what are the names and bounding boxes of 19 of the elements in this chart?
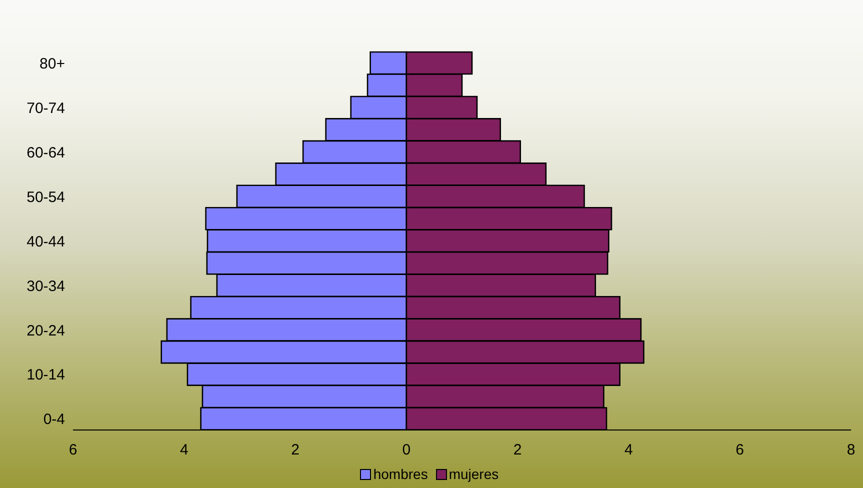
x-tick-label: 2: [291, 442, 300, 459]
x-tick-label: 0: [402, 442, 411, 459]
y-tick-label: 10-14: [26, 366, 65, 384]
y-tick-label: 30-34: [26, 278, 65, 295]
x-tick-label: 6: [68, 442, 78, 459]
y-tick-label: 60-64: [26, 144, 65, 162]
y-tick-label: 20-24: [26, 322, 65, 340]
legend-label: mujeres: [448, 466, 499, 482]
x-tick-label: 8: [846, 442, 856, 459]
y-tick-label: 40-44: [26, 233, 65, 250]
y-tick-label: 80+: [40, 55, 66, 72]
y-tick-label: 50-54: [26, 188, 65, 206]
x-tick-label: 4: [624, 442, 633, 459]
x-tick-label: 4: [180, 442, 188, 459]
legend-label: hombres: [373, 466, 428, 482]
y-tick-label: 70-74: [26, 100, 65, 117]
x-tick-label: 2: [513, 442, 522, 459]
y-tick-label: 0-4: [43, 411, 65, 428]
x-tick-label: 6: [736, 442, 744, 459]
